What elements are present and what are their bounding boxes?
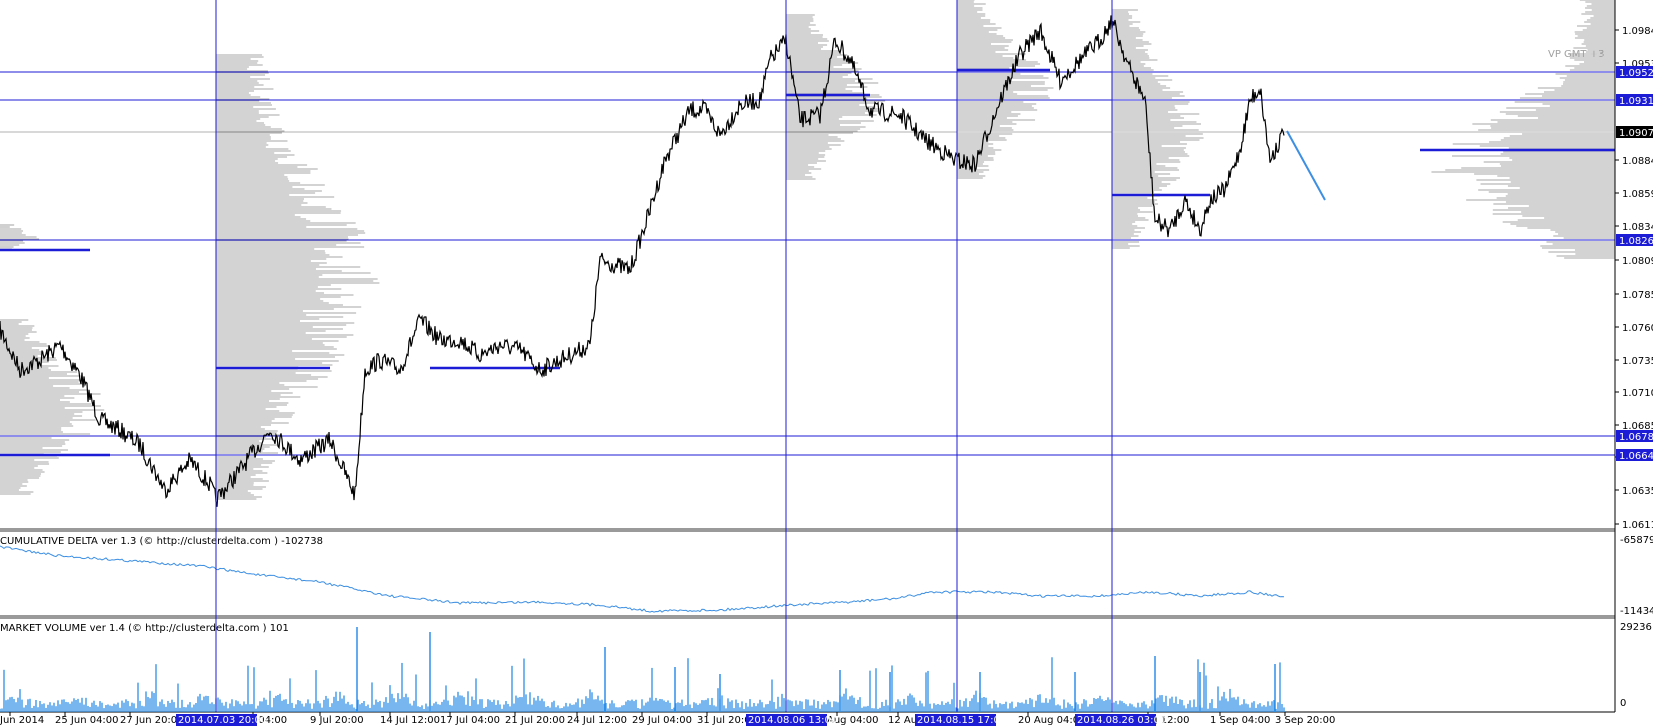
session-time-tag [176, 714, 257, 726]
time-label: 25 Jun 04:00 [55, 715, 119, 726]
time-label: 20 Aug 04:00 [1018, 715, 1085, 726]
time-label: 29 Jul 04:00 [632, 715, 692, 726]
session-time-tag [915, 714, 996, 726]
time-label: Aug 12:00 [1138, 715, 1190, 726]
level-tag-label: 1.09070 [1619, 128, 1653, 139]
session-time-tag [746, 714, 827, 726]
price-tick-label: 1.07600 [1622, 323, 1653, 334]
time-label: 12 Aug [888, 715, 923, 726]
delta-scale-bottom: -114340 [1620, 606, 1653, 617]
time-axis[interactable]: Jun 2014 25 Jun 04:00 27 Jun 20:00 Jul 04:0… [0, 712, 1335, 726]
delta-panel-title: CUMULATIVE DELTA ver 1.3 (© http://clust… [0, 536, 323, 547]
volume-panel-title: MARKET VOLUME ver 1.4 (© http://clusterd… [0, 623, 289, 634]
time-label: Jun 2014 [0, 715, 44, 726]
time-label: 31 Jul 20:00 [697, 715, 757, 726]
price-tick-label: 1.06110 [1622, 520, 1653, 531]
price-tick-label: 1.07350 [1622, 356, 1653, 367]
level-tag-label: 1.09310 [1619, 96, 1653, 107]
volume-scale-top: 29236 [1620, 622, 1652, 633]
time-label: 17 Jul 04:00 [440, 715, 500, 726]
trend-projection-line[interactable] [1286, 130, 1326, 201]
session-time-label: 2014.08.06 13:00 [748, 715, 837, 726]
level-tag [1616, 449, 1653, 461]
level-tag-label: 1.08264 [1619, 236, 1653, 247]
level-tag [1616, 94, 1653, 106]
price-tick-label: 1.08595 [1622, 189, 1653, 200]
level-tag [1616, 66, 1653, 78]
time-label: 24 Jul 12:00 [567, 715, 627, 726]
time-label: Jul 04:00 [242, 715, 287, 726]
price-tick-label: 1.07100 [1622, 388, 1653, 399]
time-label: 3 Sep 20:00 [1275, 715, 1335, 726]
price-tick-label: 1.06355 [1622, 486, 1653, 497]
session-time-label: 2014.08.26 03:00 [1077, 715, 1166, 726]
session-time-label: 2014.08.15 17:00 [917, 715, 1006, 726]
cumulative-delta-line [0, 545, 1285, 613]
price-series [0, 15, 1285, 507]
time-label: 21 Jul 20:00 [505, 715, 565, 726]
price-tick-label: 1.08845 [1622, 156, 1653, 167]
market-volume-bars [0, 627, 1285, 712]
session-time-label: 2014.07.03 20:00 [178, 715, 267, 726]
time-label: 9 Jul 20:00 [310, 715, 364, 726]
price-tick-label: 1.09530 [1622, 59, 1653, 70]
level-tag [1616, 430, 1653, 442]
price-tick-label: 1.08345 [1622, 222, 1653, 233]
panel-separator[interactable] [0, 615, 1615, 619]
panel-separator[interactable] [0, 528, 1615, 532]
price-tick-label: 1.09840 [1622, 26, 1653, 37]
time-label: 1 Sep 04:00 [1210, 715, 1270, 726]
level-tag [1616, 234, 1653, 246]
level-tag-label: 1.06788 [1619, 432, 1653, 443]
time-label: Aug 04:00 [827, 715, 879, 726]
price-tick-label: 1.06855 [1622, 421, 1653, 432]
time-label: 14 Jul 12:00 [380, 715, 440, 726]
session-time-tag [1075, 714, 1156, 726]
volume-profiles [0, 0, 1615, 500]
delta-scale-top: -65879 [1620, 535, 1653, 546]
session-separators [215, 0, 1113, 712]
time-label: 27 Jun 20:00 [120, 715, 184, 726]
level-tag [1616, 126, 1653, 138]
level-tag-label: 1.06647 [1619, 451, 1653, 462]
price-tick-label: 1.08095 [1622, 256, 1653, 267]
level-lines [0, 71, 1615, 456]
watermark-label: VP GMT +3 [1548, 49, 1604, 60]
price-tick-label: 1.07850 [1622, 290, 1653, 301]
volume-scale-bottom: 0 [1620, 698, 1626, 709]
